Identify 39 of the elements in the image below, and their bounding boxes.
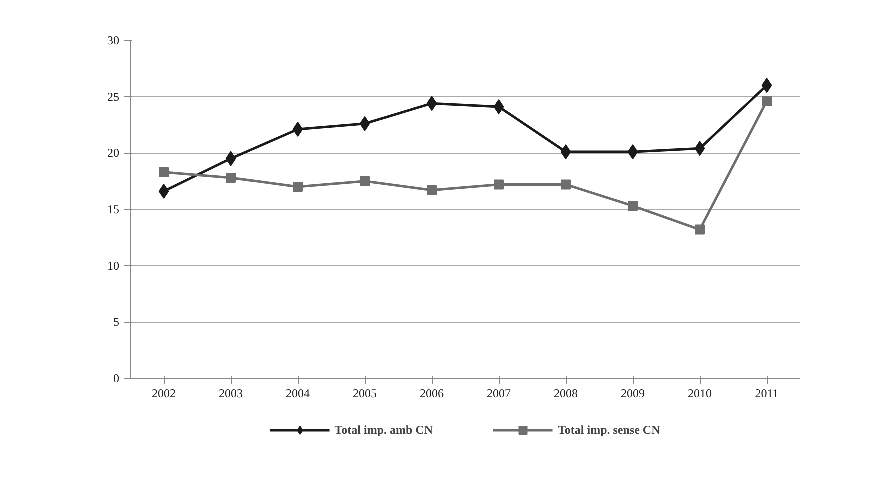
x-tick-label: 2002 [152,386,176,400]
x-tick-label: 2007 [487,386,511,400]
y-tick-label: 25 [108,90,120,104]
point [293,182,303,192]
point [561,180,571,190]
point [560,144,572,160]
point [762,78,772,94]
legend-label: Total imp. amb CN [334,422,434,438]
point [628,201,638,212]
x-tick-label: 2004 [286,386,310,400]
point [762,96,772,106]
y-tick-label: 10 [108,258,120,273]
point [360,116,370,132]
x-tick-label: 2009 [621,386,645,400]
y-tick-label: 0 [114,372,120,386]
legend-label: Total imp. sense CN [558,422,660,438]
x-tick-label: 2003 [219,386,243,400]
point [494,99,504,114]
point [226,151,236,166]
point [158,184,170,199]
x-tick-label: 2005 [353,386,377,400]
x-tick-label: 2008 [554,386,578,400]
point [159,167,169,178]
y-tick-label: 20 [108,146,120,160]
y-tick-label: 30 [108,34,120,48]
point [695,224,705,235]
y-tick-label: 15 [108,202,120,216]
point [427,185,437,196]
point [226,172,236,183]
point [426,96,438,112]
x-tick-label: 2010 [688,386,712,400]
point [292,122,304,138]
point [494,180,504,190]
point [360,176,370,186]
point [694,141,706,156]
point [628,144,638,160]
y-tick-label: 5 [114,315,120,330]
x-tick-label: 2006 [420,386,444,400]
x-tick-label: 2011 [755,386,779,400]
